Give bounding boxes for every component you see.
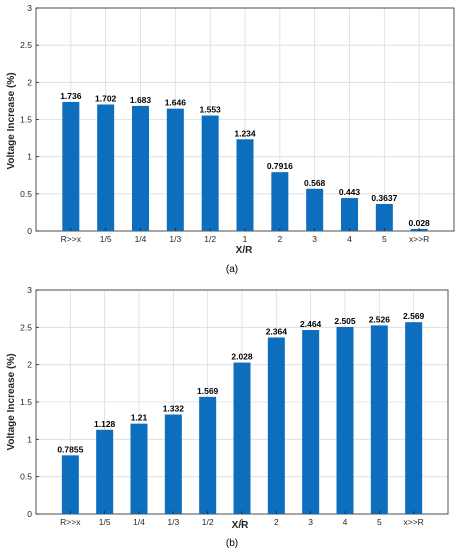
chart-a-bar (306, 188, 324, 231)
chart-b-xtick-label: 1/3 (167, 517, 179, 527)
chart-a-data-label: 0.028 (409, 218, 431, 228)
chart-a-xtick-label: 1/2 (204, 234, 216, 244)
chart-b-bar (370, 325, 388, 514)
chart-a-xtick-label: 1/4 (135, 234, 147, 244)
chart-a: Voltage Increase (%) X/R (a) 0 0.5 1 1.5 2 2.… (6, 3, 455, 275)
chart-b-data-label: 1.569 (197, 386, 219, 396)
chart-a-xtick-label: R>>x (61, 234, 82, 244)
chart-b-data-label: 0.7855 (57, 444, 83, 454)
chart-b-bar (164, 414, 182, 514)
chart-a-ytick-label: 0.5 (20, 189, 32, 199)
chart-b-xtick-label: 1/4 (133, 517, 145, 527)
chart-a-xtick-label: x>>R (409, 234, 429, 244)
chart-a-ytick-label: 2 (27, 77, 32, 87)
chart-a-ytick-label: 2.5 (20, 40, 32, 50)
chart-b-bar (199, 396, 217, 514)
chart-b-data-label: 2.364 (266, 326, 288, 336)
chart-b-data-label: 2.028 (231, 352, 253, 362)
chart-a-data-label: 1.702 (95, 93, 117, 103)
chart-b-data-label: 2.464 (300, 319, 322, 329)
chart-a-xtick-label: 2 (277, 234, 282, 244)
chart-b-xtick-label: R>>x (60, 517, 81, 527)
chart-b-xlabel: X/R (232, 520, 249, 531)
chart-b-ylabel: Voltage Increase (%) (6, 353, 17, 450)
chart-a-data-label: 1.683 (130, 95, 152, 105)
chart-b-xtick-label: 3 (308, 517, 313, 527)
chart-b-xtick-label: 2 (274, 517, 279, 527)
chart-b-xtick-label: 1/5 (99, 517, 111, 527)
chart-a-data-label: 0.443 (339, 187, 361, 197)
chart-b-ytick-label: 3 (27, 285, 32, 295)
chart-b-ytick-label: 1.5 (20, 397, 32, 407)
chart-b-ytick-label: 0.5 (20, 472, 32, 482)
chart-b-data-label: 1.21 (131, 413, 148, 423)
chart-a-bar (62, 101, 80, 231)
chart-a-bar (341, 198, 358, 231)
chart-a-bar (271, 172, 289, 231)
chart-a-xtick-label: 1 (243, 234, 248, 244)
chart-b-data-label: 1.332 (163, 404, 185, 414)
chart-a-data-label: 1.736 (60, 91, 82, 101)
chart-b-xtick-label: 5 (377, 517, 382, 527)
chart-a-data-label: 0.3637 (371, 193, 397, 203)
chart-b-ytick-label: 2 (27, 360, 32, 370)
chart-b-data-label: 2.526 (369, 314, 391, 324)
chart-b-bar (130, 423, 148, 514)
chart-b-xtick-label: 1/2 (202, 517, 214, 527)
chart-b-xtick-label: 1 (240, 517, 245, 527)
chart-b-xtick-label: x>>R (404, 517, 424, 527)
chart-a-ylabel: Voltage Increase (%) (6, 72, 17, 169)
chart-b-ytick-label: 0 (27, 509, 32, 519)
chart-b-data-label: 2.505 (334, 316, 356, 326)
chart-a-data-label: 1.646 (165, 98, 187, 108)
chart-a-bar (201, 115, 219, 231)
chart-a-xtick-label: 1/5 (100, 234, 112, 244)
chart-a-ytick-label: 1.5 (20, 115, 32, 125)
chart-a-xtick-label: 4 (347, 234, 352, 244)
chart-a-bar (236, 139, 254, 231)
chart-a-bar (166, 108, 184, 231)
chart-b-data-label: 2.569 (403, 311, 425, 321)
chart-a-xtick-label: 1/3 (169, 234, 181, 244)
chart-a-data-label: 1.553 (200, 105, 222, 115)
chart-a-data-label: 0.568 (304, 178, 326, 188)
chart-a-data-label: 1.234 (234, 128, 256, 138)
chart-b-bar (61, 455, 79, 514)
chart-b-ytick-label: 2.5 (20, 322, 32, 332)
chart-a-ytick-label: 1 (27, 152, 32, 162)
chart-b-xtick-label: 4 (343, 517, 348, 527)
chart-b-bar (96, 429, 114, 514)
chart-a-xtick-label: 5 (382, 234, 387, 244)
chart-b-bar (336, 326, 354, 514)
chart-a-xtick-label: 3 (312, 234, 317, 244)
chart-a-caption: (a) (226, 264, 238, 275)
chart-b-caption: (b) (226, 538, 238, 549)
chart-a-bar (375, 203, 393, 231)
chart-b-bar (267, 337, 285, 514)
chart-a-ytick-label: 3 (27, 3, 32, 13)
chart-a-bar (132, 105, 149, 231)
chart-b-bar (405, 322, 423, 514)
chart-b-bar (302, 330, 320, 514)
chart-a-xlabel: X/R (236, 245, 253, 256)
chart-b-bar (233, 362, 251, 514)
chart-a-bar (97, 104, 115, 231)
chart-b: Voltage Increase (%) X/R (b) 0 0.5 1 1.5 2 2.… (6, 285, 449, 549)
chart-a-data-label: 0.7916 (267, 161, 293, 171)
chart-b-ytick-label: 1 (27, 434, 32, 444)
chart-b-data-label: 1.128 (94, 419, 116, 429)
chart-a-ytick-label: 0 (27, 226, 32, 236)
